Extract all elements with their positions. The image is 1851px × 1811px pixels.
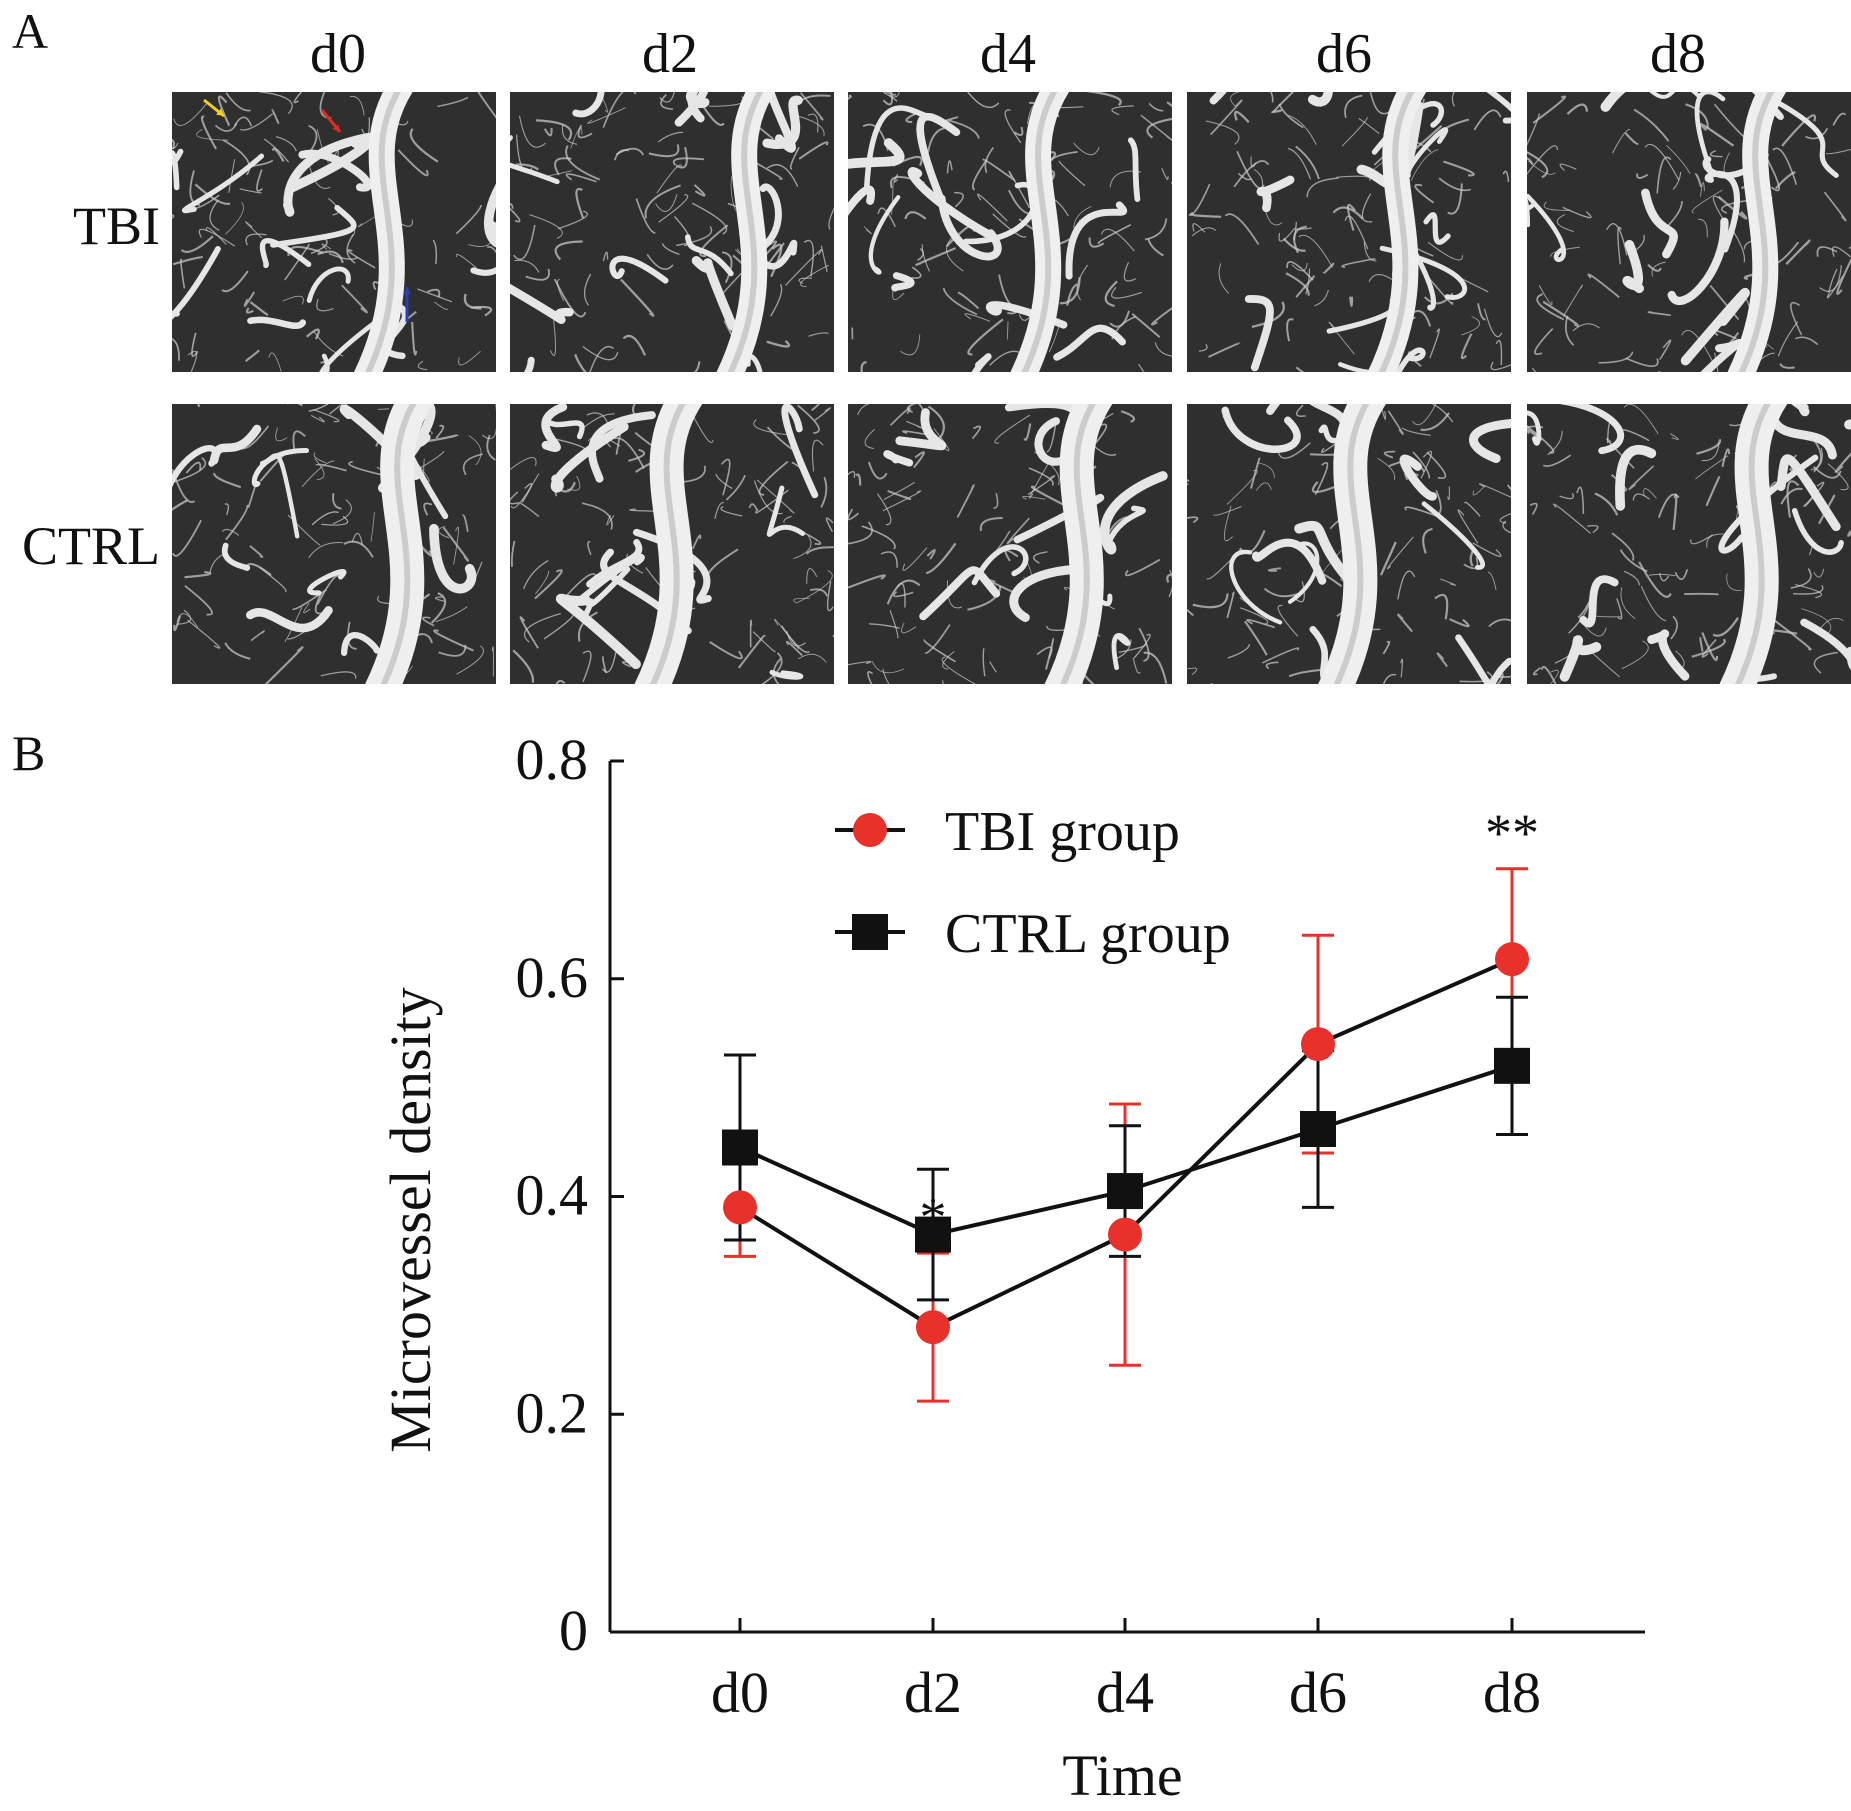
- microvessel-image-tbi-d4: [848, 92, 1172, 372]
- ctrl-point-d2: [915, 1216, 951, 1253]
- x-axis-label: Time: [1062, 1743, 1182, 1808]
- ctrl-point-d0: [722, 1129, 758, 1166]
- y-axis-label: Microvessel density: [378, 987, 443, 1453]
- ctrl-point-d6: [1300, 1110, 1336, 1147]
- x-tick-label: d6: [1289, 1660, 1347, 1725]
- microvessel-image-ctrl-d4: [848, 404, 1172, 684]
- microvessel-image-tbi-d2: [510, 92, 834, 372]
- ctrl-point-d4: [1107, 1173, 1143, 1210]
- significance-mark-d2: *: [920, 1187, 947, 1247]
- legend-tbi-marker: [853, 813, 887, 847]
- x-tick-label: d0: [711, 1660, 769, 1725]
- red-arrow-icon: [320, 109, 342, 133]
- yellow-arrow-icon: [203, 98, 225, 118]
- column-label-d8: d8: [1650, 23, 1706, 85]
- ctrl-point-d8: [1494, 1047, 1530, 1084]
- y-tick-label: 0.8: [516, 727, 589, 792]
- row-label-ctrl: CTRL: [21, 516, 160, 576]
- microvessel-density-chart: 0 0.2 0.4 0.6 0.8 d0 d2 d4 d6 d8 Time Microvessel d…: [378, 727, 1645, 1808]
- tbi-point-d8: [1495, 942, 1529, 977]
- panel-a-letter: A: [12, 3, 49, 59]
- column-label-d2: d2: [642, 23, 698, 85]
- y-tick-label: 0.6: [516, 945, 589, 1010]
- microvessel-image-tbi-d6: [1187, 92, 1511, 372]
- significance-mark-d8: **: [1485, 803, 1539, 863]
- x-tick-label: d2: [904, 1660, 962, 1725]
- microvessel-image-tbi-d0: [172, 92, 496, 372]
- legend-ctrl-label: CTRL group: [945, 903, 1231, 965]
- x-tick-label: d8: [1483, 1660, 1541, 1725]
- panel-b-letter: B: [12, 725, 46, 781]
- column-label-d4: d4: [980, 23, 1036, 85]
- x-tick-label: d4: [1096, 1660, 1154, 1725]
- legend-tbi-label: TBI group: [945, 801, 1180, 863]
- tbi-point-d6: [1301, 1027, 1335, 1062]
- microvessel-image-tbi-d8: [1527, 92, 1851, 372]
- microvessel-image-ctrl-d0: [172, 404, 496, 684]
- tbi-point-d0: [723, 1190, 757, 1225]
- y-tick-label: 0.2: [516, 1380, 589, 1445]
- tbi-point-d2: [916, 1310, 950, 1345]
- column-label-d6: d6: [1316, 23, 1372, 85]
- microvessel-image-ctrl-d6: [1187, 404, 1511, 684]
- microvessel-image-ctrl-d8: [1527, 404, 1851, 684]
- row-label-tbi: TBI: [73, 196, 160, 256]
- y-tick-label: 0: [559, 1598, 588, 1663]
- microvessel-image-ctrl-d2: [510, 404, 834, 684]
- blue-arrow-icon: [403, 287, 411, 322]
- column-label-d0: d0: [310, 23, 366, 85]
- legend-ctrl-marker: [852, 914, 888, 950]
- y-tick-label: 0.4: [516, 1163, 589, 1228]
- tbi-point-d4: [1108, 1217, 1142, 1252]
